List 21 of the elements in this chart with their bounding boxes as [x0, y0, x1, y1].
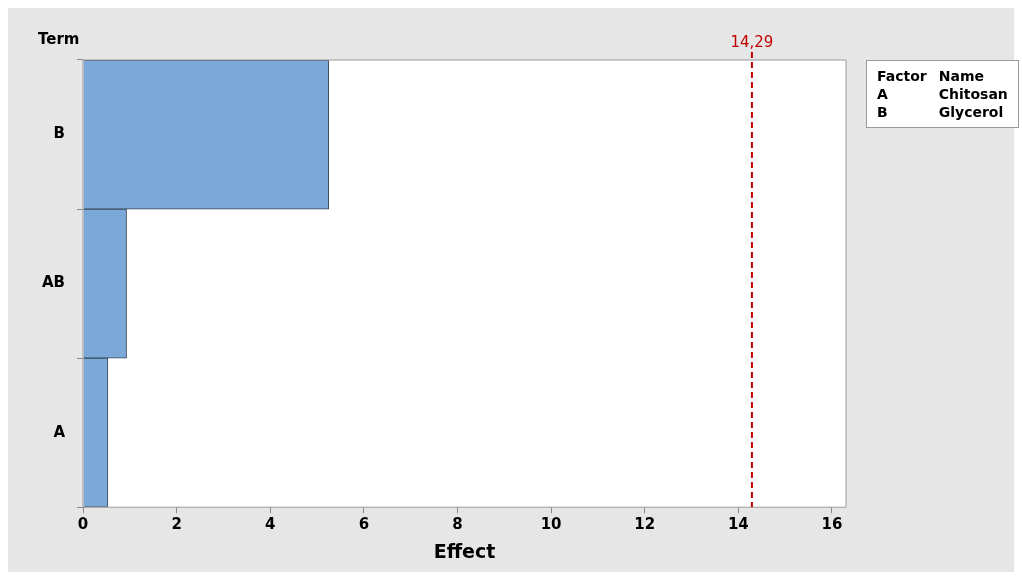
text: Glycerol [938, 103, 1005, 121]
x-tick-label: 12 [634, 515, 656, 534]
x-tick-label: 0 [77, 515, 89, 534]
y-tick-label: AB [42, 273, 66, 292]
x-tick-label: 2 [171, 515, 182, 534]
y-axis-title: Term [38, 30, 80, 49]
y-tick-label: A [53, 422, 66, 441]
text: Name [938, 67, 985, 85]
x-tick-label: 8 [452, 515, 463, 534]
x-tick-label: 14 [727, 515, 749, 534]
x-tick-label: 4 [265, 515, 276, 534]
text: A [877, 85, 889, 103]
x-tick-label: 10 [540, 515, 562, 534]
text: Chitosan [938, 85, 1008, 103]
x-axis-title: Effect [433, 539, 496, 562]
text: Factor [877, 67, 927, 85]
x-tick-label: 16 [821, 515, 843, 534]
y-tick-label: B [53, 124, 66, 143]
x-tick-label: 6 [358, 515, 370, 534]
ref-line-label: 14,29 [730, 33, 774, 52]
text: B [877, 103, 889, 121]
